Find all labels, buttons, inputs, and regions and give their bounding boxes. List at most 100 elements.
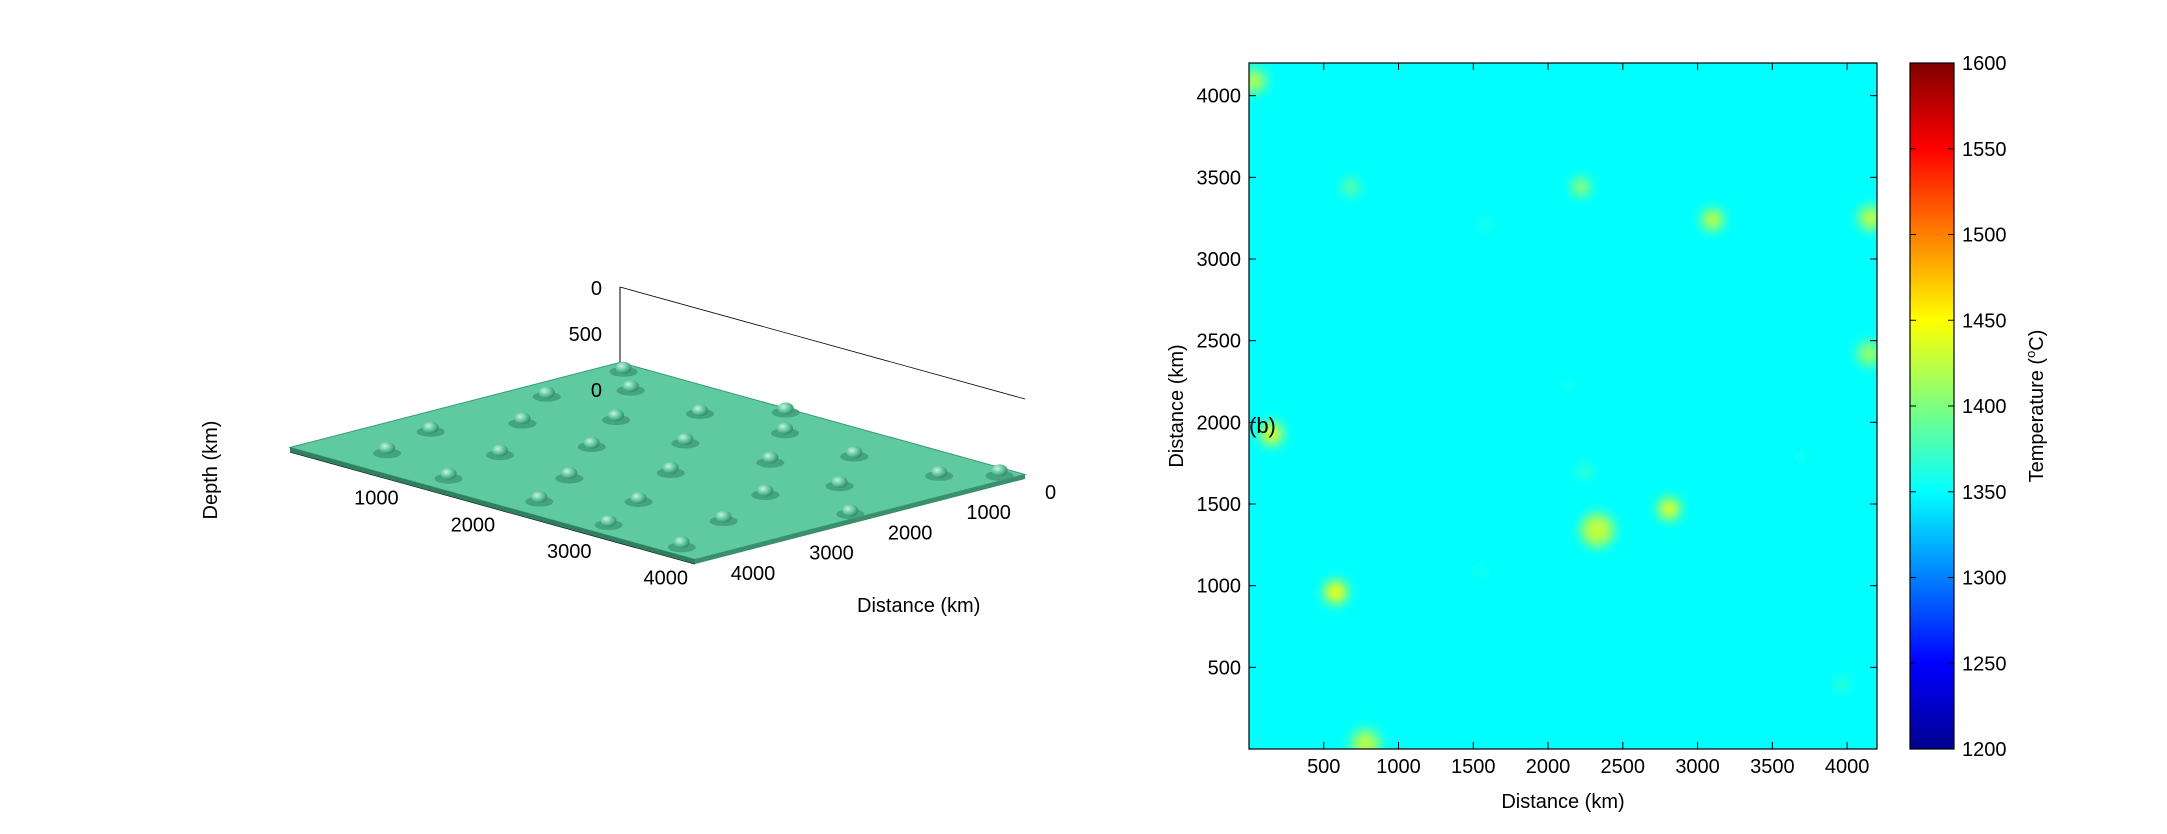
heatmap-panel: 500 1000 1500 2000 2500 3000 3500 4000 500 1000 15… — [1166, 53, 2048, 813]
plume-17 — [671, 432, 700, 449]
colorbar-label-degree: o — [2023, 351, 2038, 358]
plume-3 — [594, 514, 623, 531]
plume-8 — [624, 491, 653, 507]
colorbar-tick-label-5: 1450 — [1962, 310, 2007, 332]
surface-front-face — [290, 447, 695, 564]
heatmap-background — [1249, 63, 1877, 749]
heatmap-x-axis-label: Distance (km) — [1501, 791, 1624, 813]
surface-x-tick-label-4: 4000 — [731, 563, 776, 585]
heatmap-x-tick-label-3: 2000 — [1526, 756, 1571, 778]
hotspot-11 — [1658, 498, 1680, 520]
plume-10 — [508, 412, 537, 429]
hotspot-2 — [1571, 178, 1590, 197]
colorbar-tick-label-7: 1550 — [1962, 139, 2007, 161]
hotspot-14 — [1324, 580, 1347, 604]
plume-22 — [771, 422, 799, 439]
plume-26 — [609, 361, 638, 377]
hotspot-12 — [1580, 513, 1614, 547]
heatmap-hotspots — [1249, 69, 1877, 749]
plume-0 — [373, 441, 402, 459]
plume-18 — [756, 451, 785, 468]
heatmap-x-tick-label-2: 1500 — [1451, 756, 1496, 778]
plume-5 — [416, 421, 445, 437]
colorbar — [1909, 62, 1955, 750]
plume-7 — [555, 467, 584, 484]
plume-20 — [616, 380, 645, 396]
colorbar-tick-label-0: 1200 — [1962, 739, 2007, 761]
hotspot-13 — [1474, 564, 1487, 577]
surface-ticks: 0 1000 2000 3000 4000 1000 2000 3000 4000 0 500 0 — [354, 278, 1056, 590]
surface-z-tick-label-0: 0 — [591, 278, 602, 300]
heatmap-y-tick-label-4: 2500 — [1197, 331, 1242, 353]
hotspot-6 — [1857, 341, 1877, 366]
panel-label-b: (b) — [1249, 413, 1276, 438]
surface-3d-panel: 0 1000 2000 3000 4000 1000 2000 3000 4000 0 500 0 D… — [200, 278, 1056, 617]
plume-9 — [709, 510, 738, 527]
surface-y-tick-label-0: 1000 — [354, 488, 399, 510]
plume-15 — [532, 386, 561, 402]
heatmap-x-tick-label-6: 3500 — [1750, 756, 1795, 778]
plume-19 — [825, 476, 854, 492]
plume-25 — [985, 464, 1014, 481]
plume-12 — [656, 461, 685, 478]
colorbar-tick-label-4: 1400 — [1962, 396, 2007, 418]
plume-13 — [751, 484, 780, 500]
surface-x-axis-label: Distance (km) — [857, 595, 980, 617]
heatmap-y-tick-label-7: 4000 — [1197, 86, 1242, 108]
hotspot-9 — [1578, 464, 1593, 479]
hotspot-5 — [1479, 218, 1492, 231]
hotspot-3 — [1702, 209, 1723, 231]
plume-6 — [486, 444, 514, 461]
surface-z-axis-label: Depth (km) — [200, 421, 222, 520]
heatmap-y-tick-label-5: 3000 — [1197, 249, 1242, 271]
heatmap-ticks: 500 1000 1500 2000 2500 3000 3500 4000 500 1000 15… — [1197, 63, 1877, 778]
surface-body — [288, 361, 1027, 564]
heatmap-x-tick-label-4: 2500 — [1601, 756, 1646, 778]
hotspot-15 — [1835, 676, 1850, 691]
hotspot-4 — [1859, 206, 1877, 231]
heatmap-y-tick-label-1: 1000 — [1197, 576, 1242, 598]
plume-1 — [434, 467, 463, 484]
heatmap-y-axis-label: Distance (km) — [1166, 344, 1188, 467]
hotspot-8 — [1260, 422, 1283, 445]
surface-x-tick-label-0: 0 — [1045, 482, 1056, 504]
plume-16 — [602, 409, 631, 426]
hotspot-16 — [1351, 729, 1380, 749]
heatmap-x-tick-label-0: 500 — [1307, 756, 1340, 778]
surface-back-top-edge — [619, 286, 1026, 400]
heatmap-y-tick-label-6: 3500 — [1197, 167, 1242, 189]
hotspot-7 — [1563, 379, 1575, 390]
surface-side-face — [695, 474, 1025, 564]
surface-x-tick-label-2: 2000 — [888, 522, 933, 544]
surface-y-tick-label-2: 3000 — [547, 541, 592, 563]
heatmap-frame — [1248, 62, 1878, 750]
plume-21 — [686, 404, 714, 419]
hotspot-10 — [1797, 451, 1808, 462]
heatmap-y-tick-label-2: 1500 — [1197, 494, 1242, 516]
surface-y-tick-label-1: 2000 — [451, 514, 496, 536]
colorbar-label: Temperature (oC) — [2023, 330, 2048, 483]
heatmap-y-tick-label-3: 2000 — [1197, 412, 1242, 434]
hotspot-0 — [1249, 69, 1266, 93]
heatmap-x-tick-label-5: 3000 — [1675, 756, 1720, 778]
surface-x-tick-label-3: 3000 — [809, 543, 854, 565]
plume-14 — [836, 504, 865, 520]
colorbar-tick-label-2: 1300 — [1962, 568, 2007, 590]
plume-27 — [771, 402, 800, 418]
heatmap-x-tick-label-7: 4000 — [1825, 756, 1870, 778]
surface-y-tick-label-3: 4000 — [643, 568, 688, 590]
surface-z-tick-label-2: 0 — [591, 380, 602, 402]
colorbar-tick-label-8: 1600 — [1962, 53, 2007, 75]
plume-11 — [577, 436, 606, 452]
heatmap-x-tick-label-1: 1000 — [1376, 756, 1421, 778]
surface-x-tick-label-1: 1000 — [966, 502, 1011, 524]
hotspot-1 — [1342, 178, 1359, 196]
plume-23 — [840, 446, 869, 462]
plume-2 — [525, 491, 554, 507]
colorbar-tick-label-6: 1500 — [1962, 225, 2007, 247]
colorbar-tick-label-3: 1350 — [1962, 482, 2007, 504]
heatmap-y-tick-label-0: 500 — [1208, 657, 1241, 679]
colorbar-tick-label-1: 1250 — [1962, 653, 2007, 675]
surface-z-tick-label-1: 500 — [569, 324, 602, 346]
